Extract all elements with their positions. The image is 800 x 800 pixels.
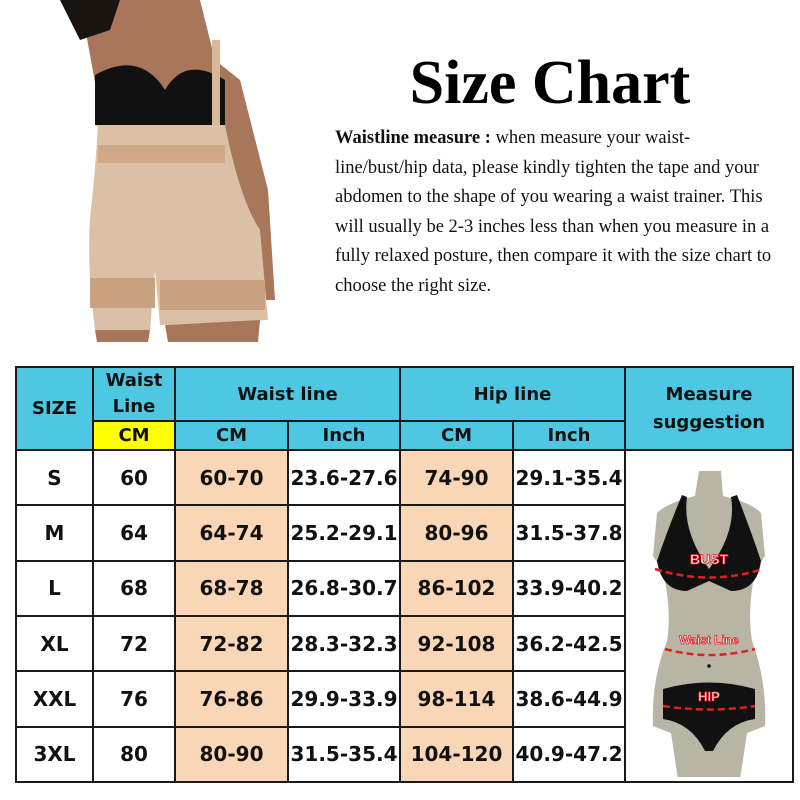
description-lead: Waistline measure : xyxy=(335,128,491,148)
cell-hip-inch: 33.9-40.2 xyxy=(512,559,626,617)
cell-size: S xyxy=(15,448,94,507)
cell-hip-cm: 92-108 xyxy=(399,614,514,673)
cell-waist-inch: 26.8-30.7 xyxy=(287,559,401,617)
cell-waist: 72 xyxy=(92,614,176,673)
header-waist-cm: CM xyxy=(92,420,176,451)
cell-waist-inch: 28.3-32.3 xyxy=(287,614,401,673)
cell-waist: 80 xyxy=(92,725,176,784)
cell-waist-inch: 29.9-33.9 xyxy=(287,670,401,728)
table-row: 3XL 80 80-90 31.5-35.4 104-120 40.9-47.2 xyxy=(15,725,793,784)
header-size: SIZE xyxy=(15,366,94,451)
cell-size: M xyxy=(15,504,94,562)
table-row: XL 72 72-82 28.3-32.3 92-108 36.2-42.5 xyxy=(15,614,793,673)
cell-size: 3XL xyxy=(15,725,94,784)
page-title: Size Chart xyxy=(409,49,691,117)
table-row: XXL 76 76-86 29.9-33.9 98-114 38.6-44.9 xyxy=(15,670,793,728)
cell-hip-cm: 98-114 xyxy=(399,670,514,728)
cell-size: XL xyxy=(15,614,94,673)
header-measure-suggestion: Measure suggestion xyxy=(624,366,794,451)
cell-waist: 76 xyxy=(92,670,176,728)
product-photo xyxy=(0,0,330,342)
cell-waist-cm: 60-70 xyxy=(174,448,289,507)
cell-hip-inch: 36.2-42.5 xyxy=(512,614,626,673)
header-hip-inch: Inch xyxy=(512,420,626,451)
description-body: when measure your waist-line/bust/hip da… xyxy=(335,128,772,296)
bust-label: BUST xyxy=(690,551,729,567)
cell-waist: 68 xyxy=(92,559,176,617)
cell-hip-inch: 38.6-44.9 xyxy=(512,670,626,728)
table-row: L 68 68-78 26.8-30.7 86-102 33.9-40.2 xyxy=(15,559,793,617)
cell-waist-inch: 23.6-27.6 xyxy=(287,448,401,507)
cell-waist-cm: 68-78 xyxy=(174,559,289,617)
cell-waist-cm: 80-90 xyxy=(174,725,289,784)
cell-waist-cm: 64-74 xyxy=(174,504,289,562)
cell-waist-inch: 31.5-35.4 xyxy=(287,725,401,784)
cell-waist-cm: 76-86 xyxy=(174,670,289,728)
header-hip-line-group: Hip line xyxy=(399,366,626,422)
header-hip-cm: CM xyxy=(399,420,514,451)
cell-hip-inch: 40.9-47.2 xyxy=(512,725,626,784)
header-waist-line-inch: Inch xyxy=(287,420,401,451)
cell-waist: 64 xyxy=(92,504,176,562)
cell-waist-inch: 25.2-29.1 xyxy=(287,504,401,562)
cell-size: XXL xyxy=(15,670,94,728)
cell-hip-cm: 104-120 xyxy=(399,725,514,784)
cell-hip-cm: 86-102 xyxy=(399,559,514,617)
waist-label: Waist Line xyxy=(679,633,739,647)
cell-hip-inch: 31.5-37.8 xyxy=(512,504,626,562)
table-row: S 60 60-70 23.6-27.6 74-90 29.1-35.4 BUST Wai… xyxy=(15,448,794,786)
measure-figure: BUST Waist Line HIP xyxy=(624,449,794,786)
cell-hip-inch: 29.1-35.4 xyxy=(512,448,626,507)
bikini-top xyxy=(657,495,761,591)
cell-hip-cm: 74-90 xyxy=(399,448,514,507)
size-table: SIZE Waist Line Waist line Hip line Measu… xyxy=(15,366,794,786)
cell-size: L xyxy=(15,559,94,617)
hip-label: HIP xyxy=(698,689,720,704)
table-row: M 64 64-74 25.2-29.1 80-96 31.5-37.8 xyxy=(15,504,793,562)
bikini-bottom xyxy=(663,682,755,751)
measure-description: Waistline measure : when measure your wa… xyxy=(335,124,775,301)
header-waist-line-cm: CM xyxy=(174,420,289,451)
cell-hip-cm: 80-96 xyxy=(399,504,514,562)
cell-waist: 60 xyxy=(92,448,176,507)
header-waist-line: Waist Line xyxy=(92,366,176,422)
header-waist-line-group: Waist line xyxy=(174,366,401,422)
cell-waist-cm: 72-82 xyxy=(174,614,289,673)
